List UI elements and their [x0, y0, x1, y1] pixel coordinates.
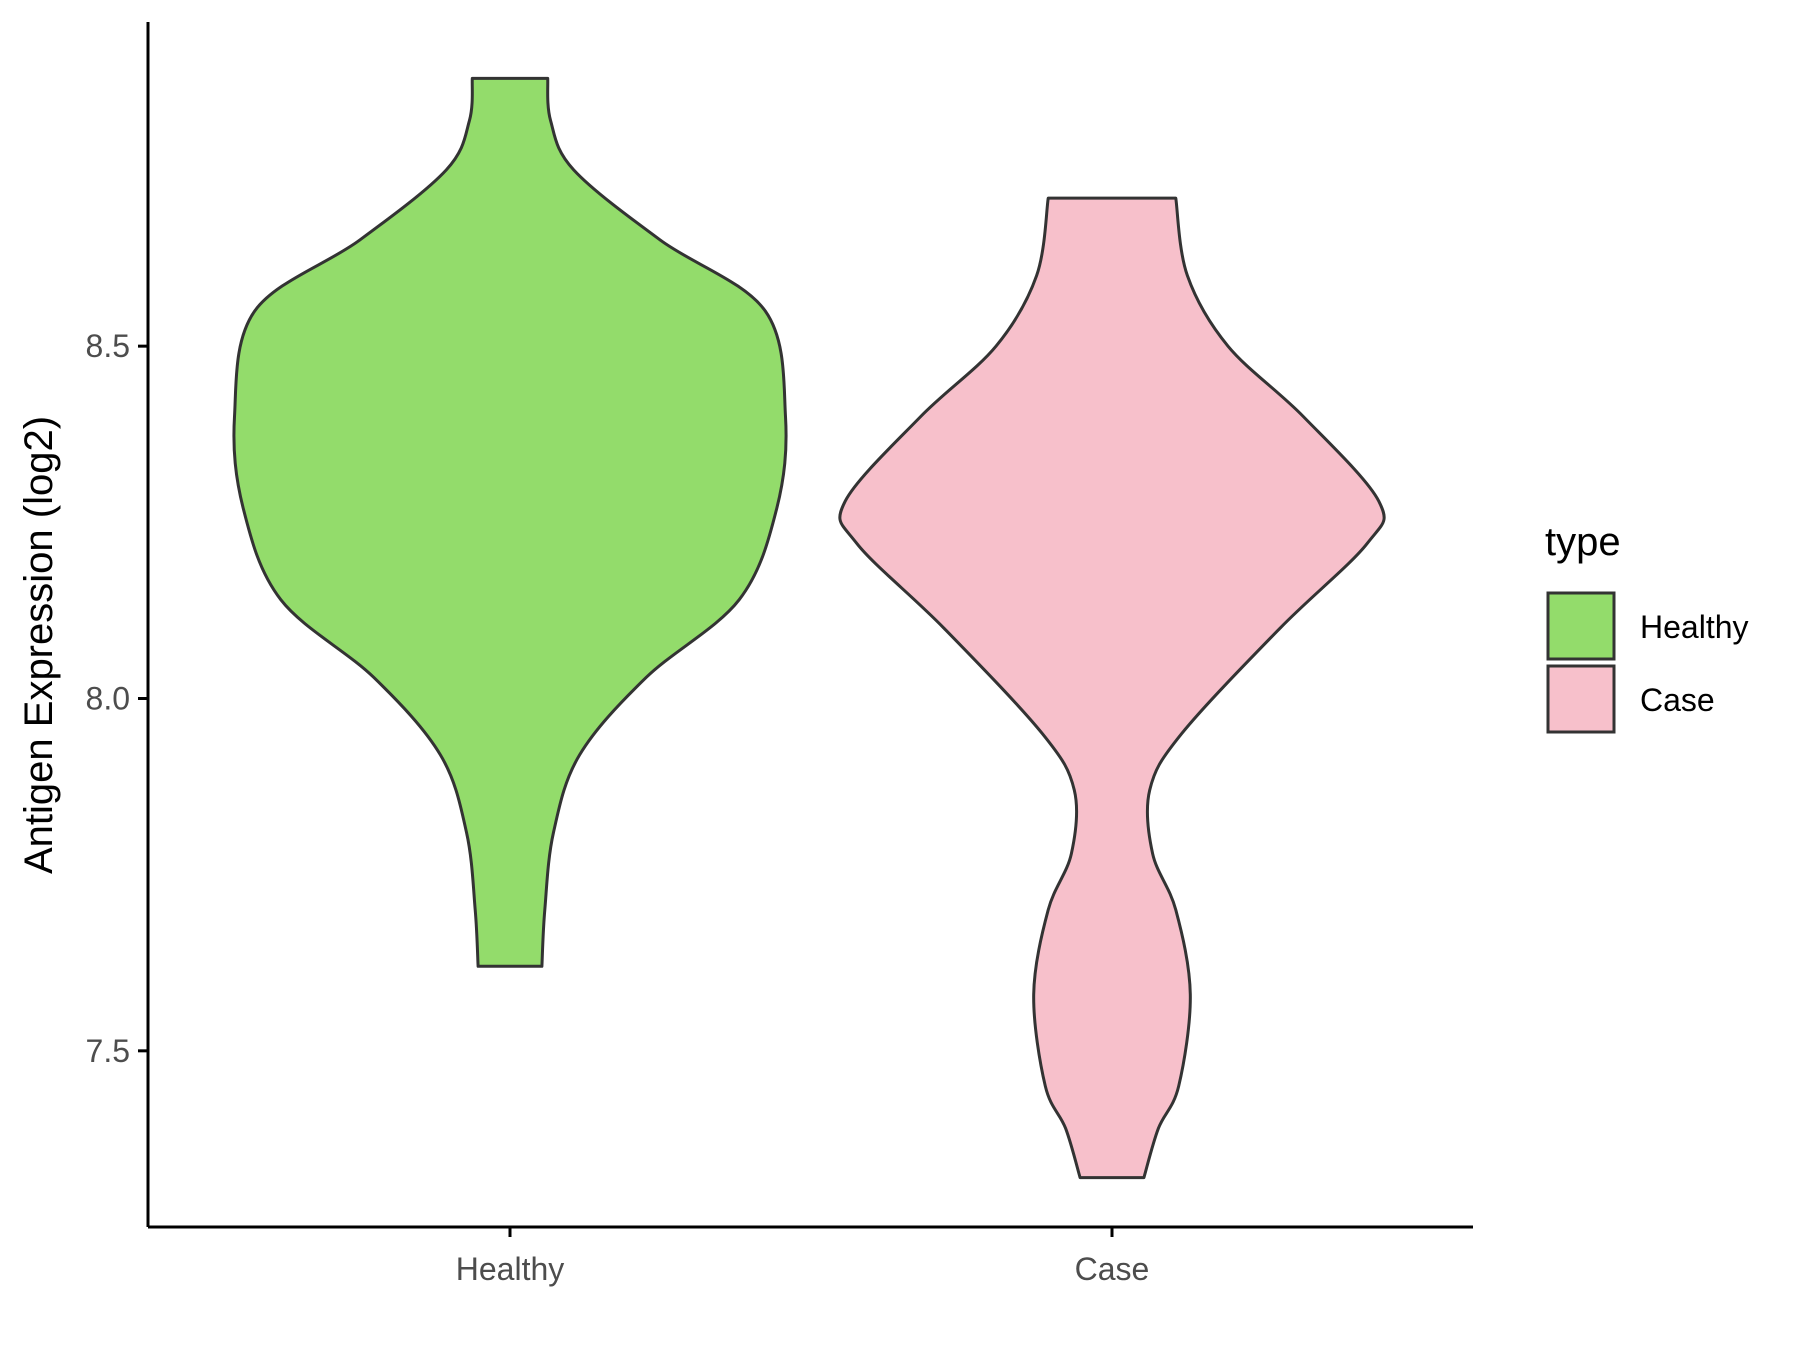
- legend-label: Healthy: [1640, 609, 1749, 645]
- y-tick-label: 8.5: [86, 328, 130, 364]
- x-tick-label: Case: [1075, 1251, 1150, 1287]
- legend: type Healthy Case: [1545, 520, 1749, 734]
- axes: 7.5 8.0 8.5 Healthy Case: [86, 22, 1473, 1287]
- legend-title: type: [1545, 520, 1621, 564]
- legend-key-case: [1546, 664, 1616, 734]
- plot-area: [232, 76, 1386, 1180]
- legend-key-healthy: [1546, 591, 1616, 661]
- y-tick-label: 7.5: [86, 1033, 130, 1069]
- x-tick-label: Healthy: [456, 1251, 565, 1287]
- y-axis-title: Antigen Expression (log2): [17, 416, 61, 874]
- violin-case: [838, 196, 1386, 1180]
- y-tick-label: 8.0: [86, 680, 130, 716]
- legend-label: Case: [1640, 682, 1715, 718]
- violin-healthy: [232, 76, 788, 968]
